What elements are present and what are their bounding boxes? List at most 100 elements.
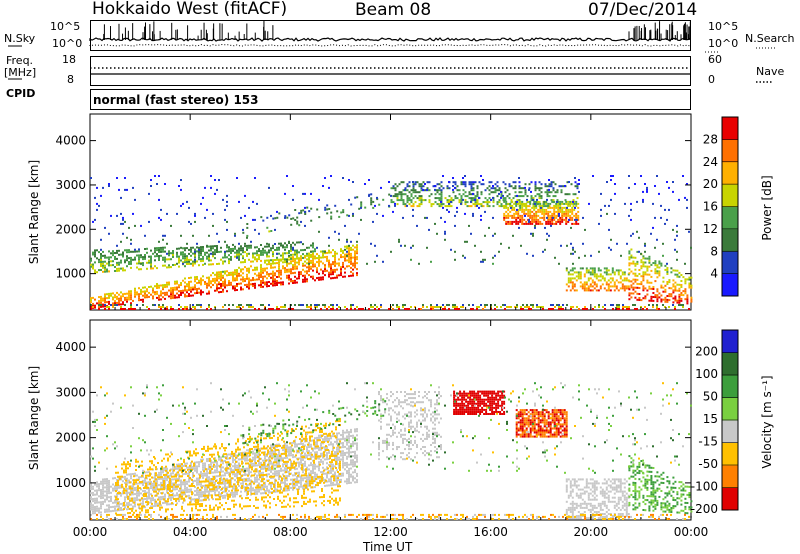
velocity-cell [104,482,106,485]
power-cell [529,216,532,219]
power-cell [628,175,630,177]
power-cell [112,264,114,267]
power-cell [412,191,415,194]
power-cell [444,306,446,308]
power-cell [552,187,555,190]
power-cell [609,273,612,276]
power-cell [678,297,681,300]
power-cell [138,254,140,257]
power-cell [492,205,495,208]
velocity-cell [170,497,172,499]
power-cell [310,244,312,247]
velocity-cell [164,493,166,496]
power-cell [480,250,482,253]
power-cell [584,306,586,308]
power-cell [484,304,486,306]
velocity-cell [124,482,126,484]
power-cell [599,287,602,290]
power-cell [537,202,540,205]
power-cell [224,272,226,275]
power-cell [548,191,551,194]
power-cell [100,263,102,265]
power-cell [188,287,190,289]
velocity-cell [136,490,138,493]
power-cell [146,261,148,264]
power-cell [648,273,651,276]
power-cell [458,308,460,310]
power-cell [138,299,140,302]
power-cell [616,304,618,306]
velocity-cell [170,468,172,471]
velocity-cell [294,441,296,444]
velocity-cell [238,466,240,469]
velocity-cell [214,489,216,492]
power-cell [264,275,266,278]
velocity-cell [90,498,92,501]
power-cell [404,193,407,196]
power-cell [258,232,260,235]
power-cell [328,306,330,308]
power-cell [634,278,637,281]
power-cell [106,268,108,271]
power-cell [408,181,411,184]
power-cell [426,306,428,308]
power-cell [134,308,136,310]
power-cell [208,263,210,266]
power-cell [256,246,258,249]
power-cell [595,275,598,278]
power-cell [448,187,451,190]
power-cell [478,203,481,206]
power-cell [662,298,665,301]
noise-right-tick-bottom: 10^0 [708,37,739,50]
power-cell [565,220,568,223]
power-cell [210,282,212,285]
power-cell [612,308,614,310]
power-cell [587,279,590,282]
power-cell [591,271,594,274]
velocity-cell [106,484,108,487]
power-cell [638,269,641,271]
power-cell [510,306,512,308]
power-cell [520,244,522,247]
velocity-cell [254,460,256,463]
velocity-cell [196,493,198,496]
power-cell [410,199,413,202]
power-cell [613,273,616,276]
power-cell [224,304,226,306]
power-cell [642,287,645,290]
power-cell [602,306,604,308]
power-cell [228,260,230,263]
power-cell [170,295,172,298]
power-cell [650,299,653,302]
velocity-cell [224,460,226,462]
power-cell [248,281,250,284]
power-cell [686,300,689,303]
power-cell [182,255,184,258]
power-cell [118,293,120,296]
power-cell [565,269,568,272]
power-cell [138,248,140,251]
power-cell [608,228,610,231]
power-cell [574,218,576,221]
power-cell [472,308,474,310]
power-cell [304,206,306,209]
power-cell [509,202,512,205]
power-cell [414,191,417,194]
power-cell [182,289,184,292]
power-cell [152,304,154,306]
power-cell [210,252,212,255]
power-cell [118,267,120,270]
power-cell [154,304,156,306]
power-cell [682,306,684,308]
power-cell [294,249,296,252]
power-cell [619,287,622,290]
power-cell [561,220,564,223]
power-cell [652,306,654,308]
power-cell [298,271,300,274]
power-cell [296,277,298,280]
power-cell [406,308,408,310]
power-cell [614,192,616,195]
velocity-cell [278,463,280,466]
power-cell [589,273,592,276]
power-cell [324,177,326,179]
